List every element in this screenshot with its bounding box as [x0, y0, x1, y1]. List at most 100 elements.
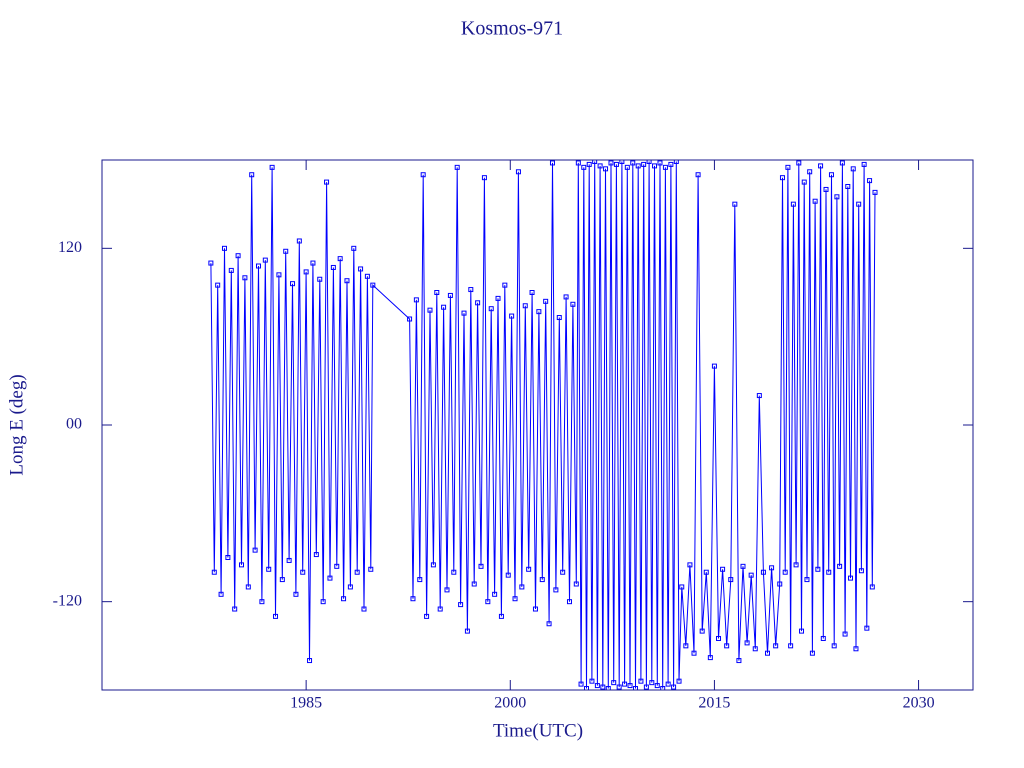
data-point [464, 628, 470, 634]
data-point [451, 569, 457, 575]
data-point [546, 621, 552, 627]
data-point [594, 683, 600, 689]
data-point [793, 562, 799, 568]
data-point [266, 566, 272, 572]
data-point [361, 606, 367, 612]
data-point [820, 635, 826, 641]
data-point [488, 306, 494, 312]
x-tick-label: 1985 [290, 695, 322, 712]
data-point [519, 584, 525, 590]
data-point [215, 282, 221, 288]
data-point [262, 257, 268, 263]
data-point [603, 166, 609, 172]
data-point [788, 643, 794, 649]
data-point [495, 295, 501, 301]
data-point [600, 684, 606, 690]
data-point [611, 680, 617, 686]
data-point [245, 584, 251, 590]
data-point [826, 569, 832, 575]
data-point [290, 281, 296, 287]
data-point [627, 683, 633, 689]
data-point [529, 290, 535, 295]
data-point [652, 163, 658, 169]
data-point [430, 562, 436, 568]
data-point [748, 572, 754, 578]
y-axis-label: Long E (deg) [6, 374, 27, 475]
data-point [249, 172, 255, 178]
data-point [410, 596, 416, 602]
data-point [812, 198, 818, 204]
data-point [536, 309, 542, 315]
data-point [818, 163, 824, 169]
data-point [632, 686, 638, 690]
data-point [815, 566, 821, 572]
data-point [327, 575, 333, 581]
data-point [695, 172, 701, 178]
data-point [481, 175, 487, 181]
data-point [583, 686, 589, 690]
data-point [839, 160, 845, 166]
data-point [211, 569, 217, 575]
data-point [434, 290, 440, 295]
data-point [732, 201, 738, 207]
data-point [283, 248, 289, 254]
data-point [654, 683, 660, 689]
data-point [796, 160, 802, 166]
data-point [864, 625, 870, 631]
data-point [370, 282, 376, 288]
data-point [417, 577, 423, 583]
data-point [458, 602, 464, 608]
data-point [790, 201, 796, 207]
data-point [845, 184, 851, 189]
data-point [756, 393, 762, 399]
data-point [831, 643, 837, 649]
data-point [760, 569, 766, 575]
data-point [641, 161, 647, 167]
data-point [225, 555, 231, 560]
data-point [221, 245, 227, 251]
data-point [608, 160, 614, 166]
data-point [853, 646, 859, 652]
data-point [773, 643, 779, 649]
data-point [777, 581, 783, 587]
data-point [427, 307, 433, 313]
x-tick-label: 2000 [494, 695, 526, 712]
data-point [589, 678, 595, 684]
data-point [307, 658, 313, 664]
data-point [785, 164, 791, 170]
data-point [613, 161, 619, 167]
data-point [454, 164, 460, 170]
data-point [703, 569, 709, 575]
data-point [740, 563, 746, 569]
data-point [269, 164, 275, 170]
data-point [707, 655, 713, 661]
data-point [337, 256, 343, 262]
data-point [228, 267, 234, 273]
data-point [592, 160, 598, 164]
data-point [475, 300, 481, 306]
data-point [858, 568, 864, 574]
data-point [505, 572, 511, 578]
data-point [736, 658, 742, 664]
data-point [539, 577, 545, 583]
data-point [699, 628, 705, 634]
data-point [801, 179, 807, 185]
data-point [276, 272, 282, 278]
data-point [252, 547, 258, 553]
data-point [498, 613, 504, 619]
data-point [461, 310, 467, 316]
data-point [549, 160, 555, 166]
data-point [296, 238, 302, 244]
data-point [711, 363, 717, 369]
data-point [232, 606, 238, 612]
data-point [649, 680, 655, 686]
data-point [413, 297, 419, 303]
data-point [823, 186, 829, 192]
data-point [286, 557, 292, 563]
data-point [643, 684, 649, 690]
data-point [597, 163, 603, 169]
data-point [850, 166, 856, 172]
data-point [273, 613, 279, 619]
data-point [809, 650, 815, 656]
chart-title: Kosmos-971 [461, 18, 563, 40]
